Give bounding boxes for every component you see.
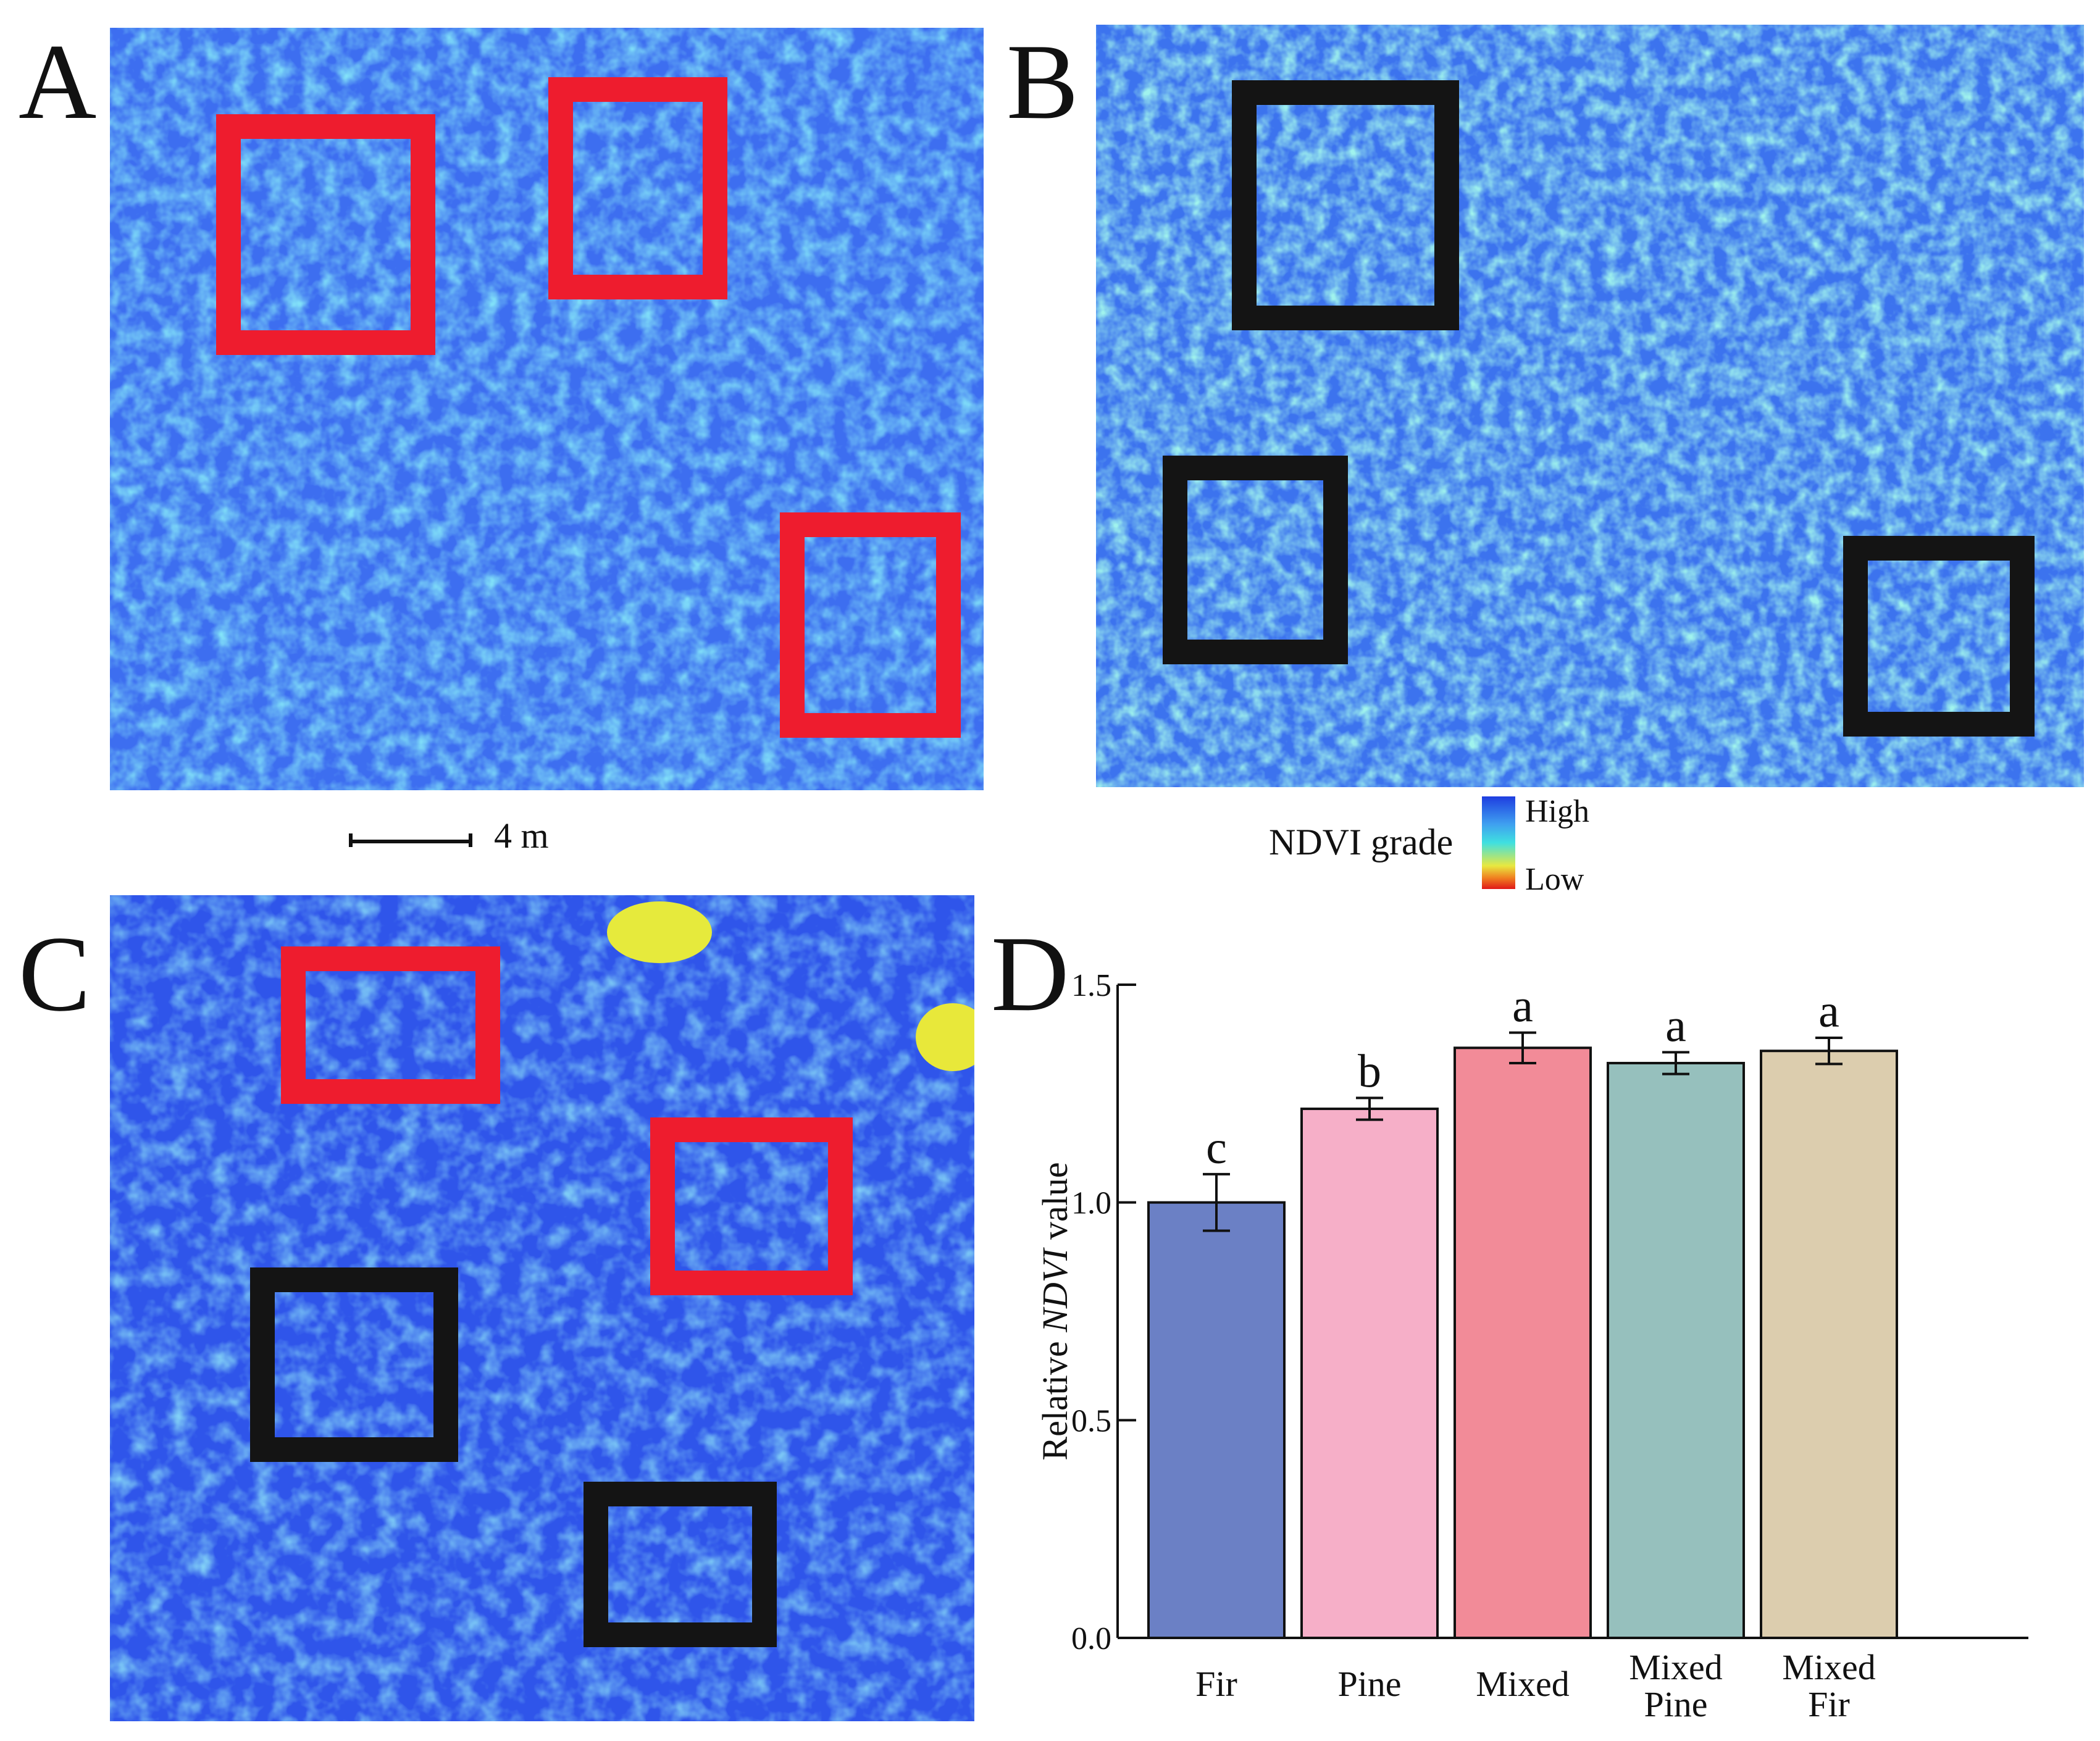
y-tick-label: 1.0 xyxy=(1071,1186,1111,1221)
x-tick-label: Mixed Fir xyxy=(1782,1647,1875,1724)
plot-frame-black xyxy=(1843,536,2035,737)
y-tick-label: 0.0 xyxy=(1071,1621,1111,1656)
legend-high-label: High xyxy=(1525,794,1589,829)
scale-bar-label: 4 m xyxy=(494,816,549,856)
x-tick-label: Pine xyxy=(1337,1664,1401,1704)
legend-color-ramp xyxy=(1482,796,1515,889)
plot-frame-black xyxy=(250,1267,458,1462)
plot-frame-black xyxy=(1163,456,1348,664)
bar xyxy=(1760,1050,1898,1639)
y-tick-label: 1.5 xyxy=(1071,968,1111,1003)
bar xyxy=(1300,1108,1439,1639)
plot-frame-red xyxy=(780,512,961,738)
plot-frame-red xyxy=(216,114,435,355)
x-tick-label: Fir xyxy=(1195,1664,1237,1704)
y-axis-label-suffix: value xyxy=(1035,1162,1075,1248)
significance-letter: b xyxy=(1358,1045,1381,1097)
ndvi-map-a xyxy=(110,28,984,790)
bar xyxy=(1147,1201,1286,1639)
bar xyxy=(1607,1061,1745,1639)
plot-frame-black xyxy=(1232,80,1459,330)
y-axis: 0.0 0.5 1.0 1.5 Relative NDVI value xyxy=(1035,968,1136,1656)
significance-letter: c xyxy=(1206,1122,1227,1174)
plot-frame-red xyxy=(548,77,727,299)
significance-letter: a xyxy=(1665,1000,1686,1051)
y-axis-label-prefix: Relative xyxy=(1035,1332,1075,1461)
ndvi-bar-chart: 0.0 0.5 1.0 1.5 Relative NDVI value c Fir b Pi… xyxy=(1035,968,2028,1724)
x-tick-label: Mixed xyxy=(1476,1664,1569,1704)
scale-bar xyxy=(349,833,472,847)
y-axis-label: Relative NDVI value xyxy=(1035,1162,1075,1460)
y-axis-label-italic: NDVI xyxy=(1035,1247,1075,1333)
plot-frame-red xyxy=(650,1117,853,1295)
bar xyxy=(1454,1046,1592,1640)
panel-label-c: C xyxy=(19,914,91,1033)
ndvi-map-c xyxy=(110,895,974,1721)
panel-label-d: D xyxy=(991,914,1069,1033)
plot-frame-red xyxy=(281,946,500,1104)
legend-low-label: Low xyxy=(1525,862,1584,897)
significance-letter: a xyxy=(1512,980,1533,1032)
plot-frame-black xyxy=(584,1482,777,1647)
panel-label-b: B xyxy=(1006,22,1079,141)
panel-label-a: A xyxy=(19,22,97,141)
significance-letter: a xyxy=(1818,985,1839,1037)
y-tick-label: 0.5 xyxy=(1071,1403,1111,1438)
x-tick-label: Mixed Pine xyxy=(1629,1647,1722,1724)
legend-title: NDVI grade xyxy=(1269,822,1454,862)
